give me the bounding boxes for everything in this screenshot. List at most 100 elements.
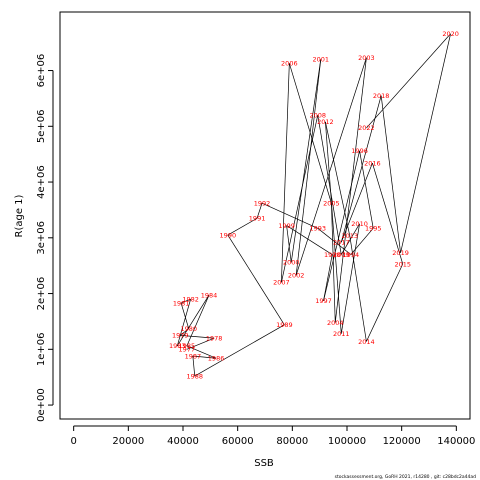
year-label: 1984	[201, 292, 218, 300]
series-segment	[286, 225, 333, 255]
series-segment	[323, 150, 360, 301]
x-tick-label: 40000	[167, 436, 199, 447]
year-label: 1993	[309, 225, 326, 233]
year-label: 2004	[327, 319, 344, 327]
series-segment	[180, 335, 215, 339]
series-segment	[340, 95, 382, 243]
series-segment	[366, 33, 451, 129]
year-label: 1985	[179, 342, 196, 350]
series-segment	[400, 33, 451, 253]
series-segment	[340, 162, 373, 243]
year-label: 2009	[333, 251, 350, 259]
plot-frame	[59, 11, 471, 420]
year-label: 1991	[249, 215, 266, 223]
year-label: 2007	[273, 279, 290, 287]
year-label: 2006	[281, 60, 298, 68]
y-tick-label: 1e+06	[36, 332, 47, 366]
x-tick-label: 120000	[383, 436, 421, 447]
x-tick-label: 60000	[222, 436, 254, 447]
year-label: 1989	[276, 321, 293, 329]
year-label: 2002	[288, 271, 305, 279]
series-segment	[281, 63, 290, 283]
y-tick-label: 2e+06	[36, 277, 47, 311]
x-tick-label: 0	[70, 436, 76, 447]
y-tick-label: 6e+06	[36, 54, 47, 88]
year-label: 1987	[185, 352, 202, 360]
year-label: 2016	[364, 159, 381, 167]
series-segment	[359, 150, 374, 229]
series-segment	[281, 115, 319, 283]
series-segment	[192, 355, 217, 359]
footer-credit: stockassessment.org, GoRH 2021, r14280 ,…	[335, 474, 476, 480]
x-axis-title: SSB	[254, 458, 274, 469]
year-label: 2012	[317, 118, 334, 126]
year-label: 2005	[323, 200, 340, 208]
series-segment	[192, 355, 196, 377]
series-segment	[227, 217, 258, 236]
year-label: 1995	[365, 225, 382, 233]
series-segment	[325, 121, 351, 236]
year-label: 2010	[351, 220, 368, 228]
year-label: 1998	[324, 251, 341, 259]
series-segment	[176, 299, 191, 347]
year-label: 1992	[254, 200, 271, 208]
year-label: 2003	[358, 54, 375, 62]
series-segment	[186, 345, 217, 359]
series-segment	[340, 223, 360, 334]
year-label: 2020	[442, 30, 459, 38]
y-axis-title: R(age 1)	[14, 194, 25, 237]
year-label: 2001	[312, 56, 329, 64]
x-tick-label: 20000	[112, 436, 144, 447]
series-segment	[295, 57, 367, 276]
series-segment	[180, 302, 190, 329]
year-label: 1980	[180, 325, 197, 333]
year-label: 1996	[351, 147, 368, 155]
year-label: 1986	[208, 355, 225, 363]
year-label: 2013	[341, 232, 358, 240]
year-label: 1978	[206, 334, 223, 342]
year-label: 1979	[172, 332, 189, 340]
year-label: 2008	[309, 111, 326, 119]
y-tick-label: 0e+00	[36, 388, 47, 422]
year-label: 2014	[358, 338, 375, 346]
y-tick-label: 4e+06	[36, 165, 47, 199]
series-segment	[380, 95, 401, 253]
x-tick-label: 80000	[276, 436, 308, 447]
series-segment	[256, 203, 263, 219]
year-label: 1997	[315, 297, 332, 305]
year-labels: 1977197819791980198119821983198419851986…	[169, 30, 459, 380]
series-segment	[194, 324, 285, 377]
series-segment	[323, 254, 333, 301]
year-label: 1999	[278, 222, 295, 230]
year-label: 1990	[220, 231, 237, 239]
series-segment	[295, 59, 322, 276]
y-tick-label: 5e+06	[36, 109, 47, 143]
x-tick-label: 140000	[437, 436, 475, 447]
series-segment	[288, 63, 332, 204]
year-label: 2000	[283, 259, 300, 267]
series-segment	[317, 115, 342, 255]
year-label: 2018	[373, 92, 390, 100]
y-tick-label: 3e+06	[36, 221, 47, 255]
series-segment	[325, 121, 342, 334]
x-tick-label: 100000	[328, 436, 366, 447]
series-segment	[286, 225, 292, 263]
series-segment	[180, 298, 191, 304]
series-segment	[331, 203, 336, 323]
year-label: 2019	[392, 249, 409, 257]
series-segment	[186, 337, 215, 350]
series-segment	[227, 234, 285, 325]
year-label: 2022	[358, 124, 375, 132]
series-segment	[290, 59, 322, 263]
year-label: 2015	[394, 260, 411, 268]
year-label: 2011	[333, 330, 350, 338]
year-label: 1983	[169, 342, 186, 350]
year-label: 1981	[173, 299, 190, 307]
year-label: 1977	[179, 346, 196, 354]
series-segment	[261, 202, 318, 229]
x-axis: 0 20000 40000 60000 80000 100000 120000 140000	[70, 425, 475, 447]
year-label: 2017	[333, 239, 350, 247]
series-segment	[366, 263, 404, 342]
series-segment	[176, 295, 210, 347]
